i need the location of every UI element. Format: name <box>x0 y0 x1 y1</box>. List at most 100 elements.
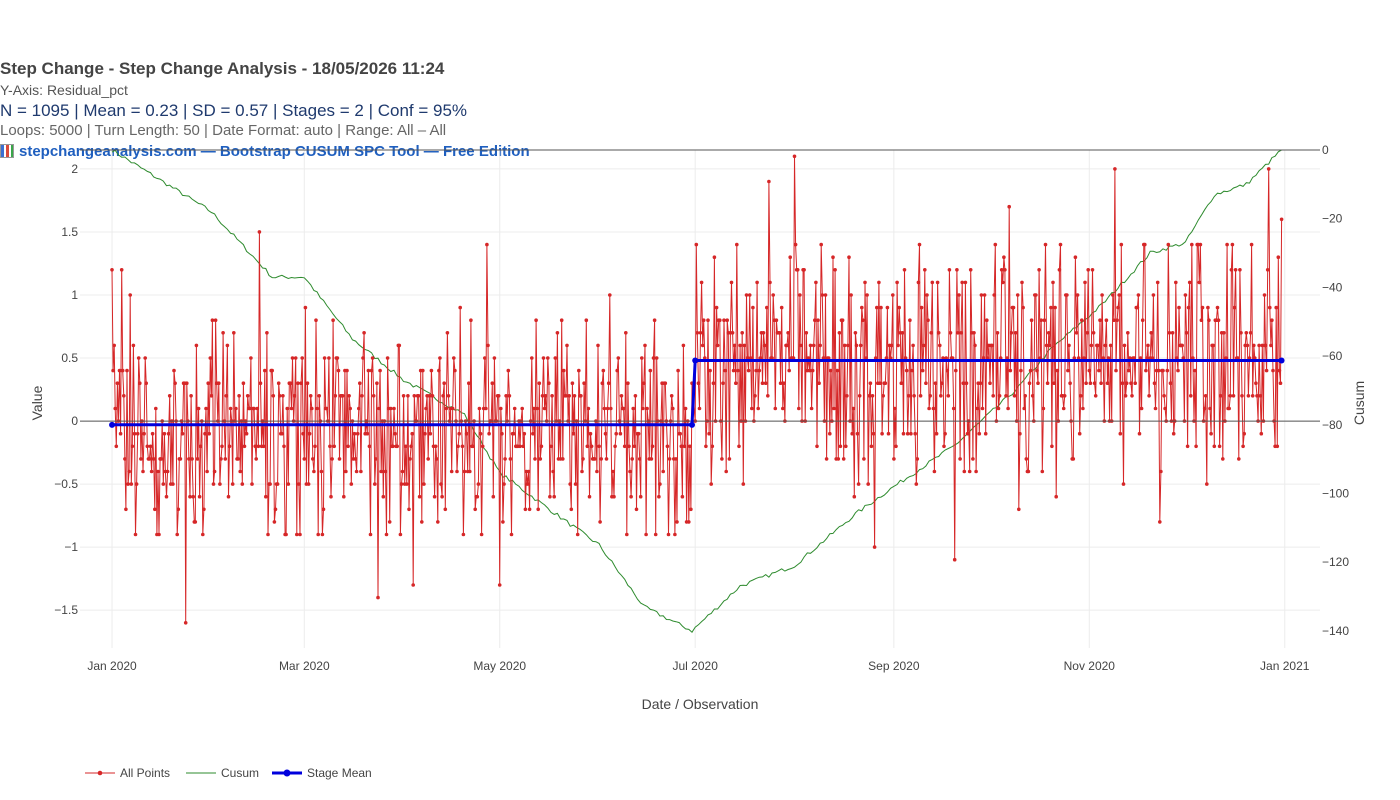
data-point <box>1193 368 1197 373</box>
data-point <box>306 482 311 486</box>
data-point <box>897 305 901 310</box>
data-point <box>412 394 417 398</box>
data-point <box>1084 381 1088 386</box>
data-point <box>849 293 853 297</box>
data-point <box>813 318 817 323</box>
y2-tick-label: −60 <box>1322 349 1343 363</box>
data-point <box>1120 381 1125 386</box>
data-point <box>195 457 200 461</box>
data-point <box>1171 431 1176 436</box>
data-point <box>1075 293 1080 297</box>
stage-mean-marker <box>109 421 116 428</box>
legend-item[interactable]: Stage Mean <box>272 766 372 780</box>
data-point <box>840 318 845 323</box>
data-point <box>486 343 490 348</box>
data-point <box>254 457 258 461</box>
data-point <box>1039 318 1043 323</box>
data-point <box>289 406 294 411</box>
legend-item[interactable]: All Points <box>85 766 170 780</box>
data-point <box>248 406 252 411</box>
data-point <box>1153 406 1158 411</box>
data-point <box>211 482 216 486</box>
data-point <box>1217 444 1222 449</box>
data-point <box>324 406 329 411</box>
data-point <box>1216 318 1221 323</box>
data-point <box>826 356 831 360</box>
data-point <box>1037 268 1041 272</box>
data-point <box>441 394 445 398</box>
data-point <box>601 368 606 373</box>
data-point <box>547 381 551 386</box>
data-point <box>572 394 577 398</box>
data-point <box>1238 268 1242 272</box>
data-point <box>220 444 224 449</box>
data-point <box>329 494 333 499</box>
data-point <box>1152 381 1157 386</box>
data-point <box>819 242 823 247</box>
data-point <box>542 406 547 411</box>
data-point <box>1218 394 1223 398</box>
data-point <box>1221 457 1225 461</box>
data-point <box>292 394 297 398</box>
data-point <box>579 394 583 398</box>
data-point <box>136 356 141 360</box>
data-point <box>1270 318 1274 323</box>
data-point <box>885 305 890 310</box>
data-point <box>854 343 859 348</box>
data-point <box>1002 255 1006 259</box>
data-point <box>145 444 150 449</box>
data-point <box>630 457 634 461</box>
data-point <box>926 318 930 323</box>
data-point <box>688 444 692 449</box>
data-point <box>295 532 299 537</box>
data-point <box>963 280 968 285</box>
data-point <box>1174 280 1178 285</box>
data-point <box>1246 394 1251 398</box>
data-point <box>694 242 699 247</box>
data-point <box>1074 331 1079 335</box>
data-point <box>271 394 276 398</box>
data-point <box>264 494 268 499</box>
data-point <box>593 457 597 461</box>
data-point <box>462 469 467 474</box>
credit-link[interactable]: stepchangeanalysis.com — Bootstrap CUSUM… <box>0 143 530 160</box>
legend-item[interactable]: Cusum <box>186 766 259 780</box>
data-point <box>133 532 138 537</box>
data-point <box>297 482 301 486</box>
data-point <box>197 494 202 499</box>
data-point <box>138 381 142 386</box>
data-point <box>973 343 977 348</box>
data-point <box>753 394 757 398</box>
data-point <box>1259 431 1264 436</box>
data-point <box>1104 318 1109 323</box>
data-point <box>520 406 524 411</box>
data-point <box>1228 394 1233 398</box>
data-point <box>734 381 738 386</box>
data-point <box>153 507 157 512</box>
data-point <box>606 381 611 386</box>
y-tick-label: 1.5 <box>61 225 78 239</box>
data-point <box>381 494 386 499</box>
data-point <box>785 343 789 348</box>
data-point <box>268 482 272 486</box>
data-point <box>426 457 431 461</box>
data-point <box>977 431 982 436</box>
y2-tick-label: −40 <box>1322 280 1343 294</box>
data-point <box>680 494 685 499</box>
data-point <box>718 318 722 323</box>
data-point <box>366 368 371 373</box>
data-point <box>440 494 444 499</box>
data-point <box>209 394 214 398</box>
data-point <box>437 368 441 373</box>
data-point <box>321 507 326 512</box>
data-point <box>1158 520 1162 524</box>
data-point <box>633 394 638 398</box>
data-point <box>634 507 639 512</box>
data-point <box>361 356 365 360</box>
data-point <box>285 406 290 411</box>
data-point <box>931 406 936 411</box>
data-point <box>522 431 527 436</box>
data-point <box>1009 331 1014 335</box>
data-point <box>483 356 487 360</box>
legend[interactable]: All Points Cusum Stage Mean <box>85 766 372 780</box>
